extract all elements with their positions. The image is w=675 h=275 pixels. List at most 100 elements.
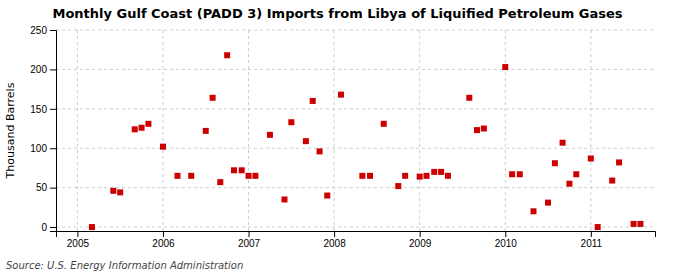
y-axis-tick-mark bbox=[50, 30, 56, 31]
point bbox=[117, 189, 123, 195]
y-axis-tick-label: 50 bbox=[36, 182, 48, 193]
grid-line-x bbox=[334, 30, 335, 231]
grid-line-y bbox=[56, 108, 655, 109]
x-axis-tick: 2007 bbox=[238, 231, 261, 249]
point bbox=[239, 167, 245, 173]
y-axis-title: Thousand Barrels bbox=[4, 82, 17, 179]
point bbox=[438, 169, 444, 175]
point bbox=[210, 95, 216, 101]
x-axis-tick-mark bbox=[163, 231, 164, 237]
point bbox=[616, 159, 622, 165]
point bbox=[417, 174, 423, 180]
x-axis-tick: 2009 bbox=[409, 231, 432, 249]
x-axis-tick: 2006 bbox=[152, 231, 175, 249]
point bbox=[246, 173, 252, 179]
point bbox=[566, 181, 572, 187]
y-axis-tick: 250 bbox=[30, 25, 56, 36]
point bbox=[481, 126, 487, 132]
point bbox=[424, 173, 430, 179]
point bbox=[637, 221, 643, 227]
point bbox=[281, 196, 287, 202]
point bbox=[474, 127, 480, 133]
x-axis-tick: 2008 bbox=[323, 231, 346, 249]
point bbox=[324, 193, 330, 199]
point bbox=[552, 160, 558, 166]
x-axis-tick-mark bbox=[77, 231, 78, 237]
x-axis-tick-mark bbox=[249, 231, 250, 237]
y-axis-tick-mark bbox=[50, 109, 56, 110]
y-axis: 0 50 100 150 200 250 bbox=[30, 25, 56, 233]
y-axis-tick-label: 150 bbox=[30, 104, 47, 115]
grid-line-x bbox=[419, 30, 420, 231]
point bbox=[224, 52, 230, 58]
point bbox=[502, 64, 508, 70]
y-axis-tick: 50 bbox=[36, 182, 56, 193]
point bbox=[402, 173, 408, 179]
grid-line-x bbox=[505, 30, 506, 231]
point bbox=[267, 132, 273, 138]
plot-area: 2005 2006 2007 2008 2009 2010 2011 0 50 100 150 200… bbox=[30, 25, 655, 249]
x-axis-tick: 2011 bbox=[581, 231, 603, 249]
point bbox=[573, 171, 579, 177]
point bbox=[175, 173, 181, 179]
point bbox=[431, 169, 437, 175]
y-axis-tick-label: 250 bbox=[30, 25, 47, 36]
y-axis-tick-label: 200 bbox=[30, 64, 47, 75]
x-axis-tick-label: 2006 bbox=[152, 238, 175, 249]
grid-line-y bbox=[56, 30, 655, 31]
x-axis-tick-mark bbox=[591, 231, 592, 237]
point bbox=[89, 224, 95, 230]
point bbox=[517, 171, 523, 177]
y-axis-tick: 150 bbox=[30, 104, 56, 115]
y-axis-tick-mark bbox=[50, 188, 56, 189]
point bbox=[445, 173, 451, 179]
point bbox=[317, 148, 323, 154]
x-axis-tick: 2010 bbox=[495, 231, 518, 249]
point bbox=[160, 144, 166, 150]
point bbox=[303, 138, 309, 144]
point bbox=[288, 119, 294, 125]
grid-line-x bbox=[162, 30, 163, 231]
x-axis-tick-label: 2008 bbox=[323, 238, 346, 249]
point bbox=[252, 173, 258, 179]
point bbox=[631, 221, 637, 227]
y-axis-tick-mark bbox=[50, 148, 56, 149]
point bbox=[609, 178, 615, 184]
point bbox=[145, 121, 151, 127]
point bbox=[132, 126, 138, 132]
y-axis-tick-mark bbox=[50, 227, 56, 228]
grid-line-x bbox=[77, 30, 78, 231]
y-axis-tick-label: 0 bbox=[41, 222, 47, 233]
x-axis-tick-label: 2007 bbox=[238, 238, 261, 249]
point bbox=[310, 98, 316, 104]
grid-line-y bbox=[56, 69, 655, 70]
x-axis-tick-mark bbox=[420, 231, 421, 237]
y-axis-tick: 100 bbox=[30, 143, 56, 154]
point bbox=[595, 224, 601, 230]
grid-line-x bbox=[248, 30, 249, 231]
point bbox=[217, 179, 223, 185]
x-axis-tick-label: 2010 bbox=[495, 238, 518, 249]
grid bbox=[56, 30, 655, 231]
point bbox=[381, 121, 387, 127]
chart: 2005 2006 2007 2008 2009 2010 2011 0 50 100 150 200… bbox=[0, 0, 675, 275]
point bbox=[466, 95, 472, 101]
title: Monthly Gulf Coast (PADD 3) Imports from… bbox=[52, 6, 622, 21]
x-axis-line bbox=[57, 232, 656, 238]
grid-line-y bbox=[56, 227, 655, 228]
annotation: Source: U.S. Energy Information Administ… bbox=[6, 260, 243, 271]
y-axis-tick-label: 100 bbox=[30, 143, 47, 154]
x-axis-tick-label: 2011 bbox=[581, 238, 603, 249]
point bbox=[545, 200, 551, 206]
y-axis-tick-mark bbox=[50, 69, 56, 70]
point bbox=[188, 173, 194, 179]
x-axis-tick-label: 2005 bbox=[67, 238, 90, 249]
point bbox=[395, 183, 401, 189]
point bbox=[110, 188, 116, 194]
point bbox=[231, 167, 237, 173]
x-axis-tick-label: 2009 bbox=[409, 238, 432, 249]
x-axis: 2005 2006 2007 2008 2009 2010 2011 bbox=[57, 231, 656, 249]
x-axis-tick: 2005 bbox=[67, 231, 90, 249]
x-axis-tick-mark bbox=[334, 231, 335, 237]
x-axis-tick-mark bbox=[505, 231, 506, 237]
